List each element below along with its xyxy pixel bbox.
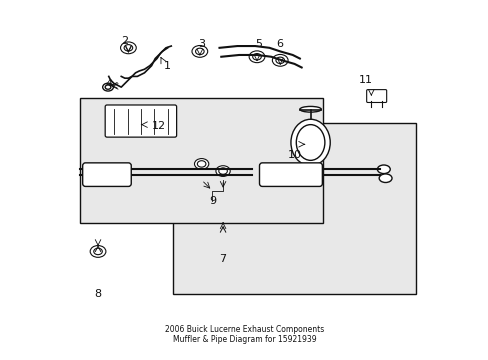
- Text: 5: 5: [255, 39, 262, 49]
- Ellipse shape: [124, 45, 132, 51]
- Ellipse shape: [197, 161, 205, 167]
- Text: 6: 6: [276, 39, 283, 49]
- FancyBboxPatch shape: [105, 105, 176, 137]
- Ellipse shape: [296, 125, 324, 160]
- FancyBboxPatch shape: [366, 90, 386, 103]
- Text: 2006 Buick Lucerne Exhaust Components
Muffler & Pipe Diagram for 15921939: 2006 Buick Lucerne Exhaust Components Mu…: [164, 325, 324, 344]
- Ellipse shape: [218, 168, 227, 174]
- Text: 7: 7: [219, 253, 226, 264]
- Text: 2: 2: [121, 36, 128, 46]
- Ellipse shape: [90, 246, 106, 257]
- Ellipse shape: [121, 42, 136, 54]
- Text: 11: 11: [358, 75, 372, 85]
- Ellipse shape: [272, 54, 287, 66]
- FancyBboxPatch shape: [259, 163, 322, 186]
- Ellipse shape: [248, 51, 264, 63]
- Text: 12: 12: [151, 121, 165, 131]
- FancyBboxPatch shape: [82, 163, 131, 186]
- FancyBboxPatch shape: [173, 123, 415, 294]
- Text: 10: 10: [287, 150, 301, 160]
- Text: 1: 1: [164, 61, 171, 71]
- Ellipse shape: [194, 158, 208, 169]
- Ellipse shape: [94, 248, 102, 255]
- Ellipse shape: [216, 166, 230, 176]
- Ellipse shape: [195, 48, 203, 55]
- Ellipse shape: [105, 85, 111, 89]
- Ellipse shape: [275, 57, 284, 64]
- Ellipse shape: [252, 54, 261, 60]
- Text: 4: 4: [105, 78, 112, 89]
- Ellipse shape: [378, 174, 391, 183]
- Ellipse shape: [377, 165, 389, 174]
- Ellipse shape: [102, 83, 113, 91]
- Text: 8: 8: [94, 289, 102, 299]
- Ellipse shape: [290, 119, 329, 166]
- Ellipse shape: [192, 45, 207, 57]
- FancyBboxPatch shape: [80, 98, 323, 223]
- Ellipse shape: [299, 107, 321, 112]
- Text: 3: 3: [198, 39, 204, 49]
- Text: 9: 9: [208, 197, 216, 206]
